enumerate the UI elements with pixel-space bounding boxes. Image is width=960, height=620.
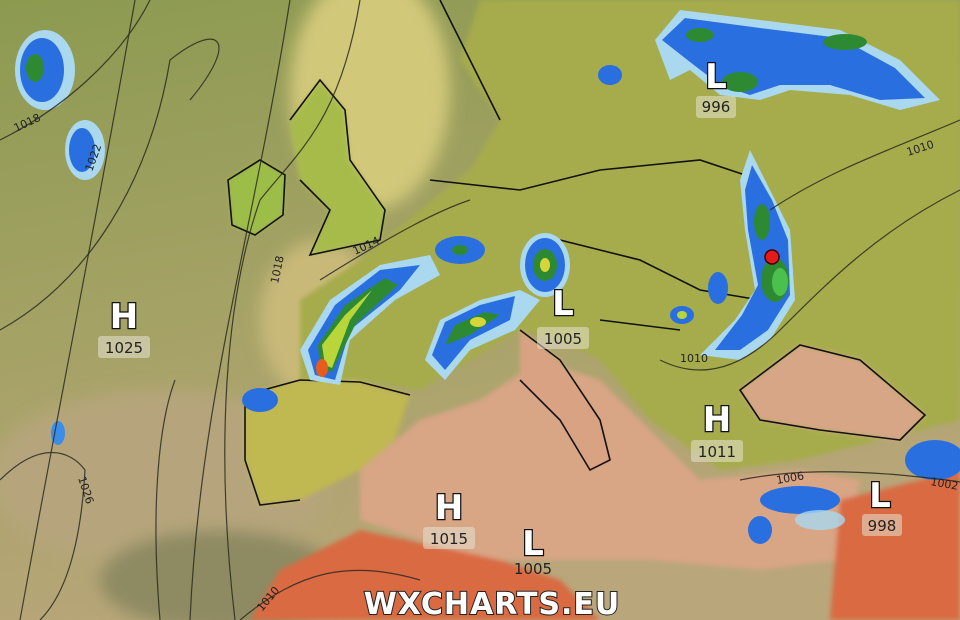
- precip-biscay-band: [242, 255, 440, 412]
- precipitation: [15, 10, 960, 544]
- high-pressure-symbol: H: [703, 400, 731, 440]
- pressure-centre-h-1025: H 1025: [98, 296, 150, 358]
- pressure-value: 996: [702, 98, 731, 116]
- black-sea: [740, 345, 925, 440]
- isobar-label: 1018: [268, 255, 287, 285]
- isobar-label: 1010: [680, 352, 708, 365]
- low-pressure-symbol: L: [869, 476, 891, 516]
- pressure-centre-l-998: L 998: [862, 475, 902, 536]
- watermark-logo: WXCHARTS.EU: [364, 587, 621, 620]
- pressure-value: 1005: [514, 560, 552, 578]
- isobar-label: 1006: [775, 469, 805, 487]
- pressure-value: 1015: [430, 530, 468, 548]
- africa-land: [250, 530, 600, 620]
- ireland: [228, 160, 285, 235]
- high-pressure-symbol: H: [435, 488, 463, 528]
- precip-baltic: [598, 10, 940, 110]
- middle-east-land: [830, 470, 960, 620]
- precip-ukraine-band: [670, 150, 795, 360]
- pressure-centre-l-1005-south: L 1005: [514, 523, 552, 578]
- precip-turkey: [748, 440, 960, 544]
- pressure-centre-l-996: L 996: [696, 56, 736, 118]
- low-pressure-symbol: L: [522, 524, 544, 564]
- pressure-value: 1011: [698, 443, 736, 461]
- location-dot-icon[interactable]: [764, 249, 780, 265]
- isobar-label: 1002: [929, 475, 959, 493]
- pressure-centre-h-1015: H 1015: [423, 487, 475, 549]
- pressure-value: 998: [868, 517, 897, 535]
- high-pressure-symbol: H: [110, 297, 138, 337]
- iberia-land: [245, 380, 410, 505]
- great-britain: [290, 80, 385, 255]
- pressure-value: 1005: [544, 330, 582, 348]
- pressure-centre-h-1011: H 1011: [691, 399, 743, 462]
- mediterranean-sea: [360, 360, 860, 570]
- coastlines-borders: [227, 0, 927, 506]
- pressure-value: 1025: [105, 339, 143, 357]
- landmasses: [228, 0, 960, 620]
- precip-atlantic: [15, 30, 105, 445]
- pressure-centre-l-1005: L 1005: [537, 283, 589, 349]
- low-pressure-symbol: L: [552, 284, 574, 324]
- low-pressure-symbol: L: [705, 57, 727, 97]
- precip-alps-france: [425, 233, 570, 380]
- italy: [520, 330, 610, 470]
